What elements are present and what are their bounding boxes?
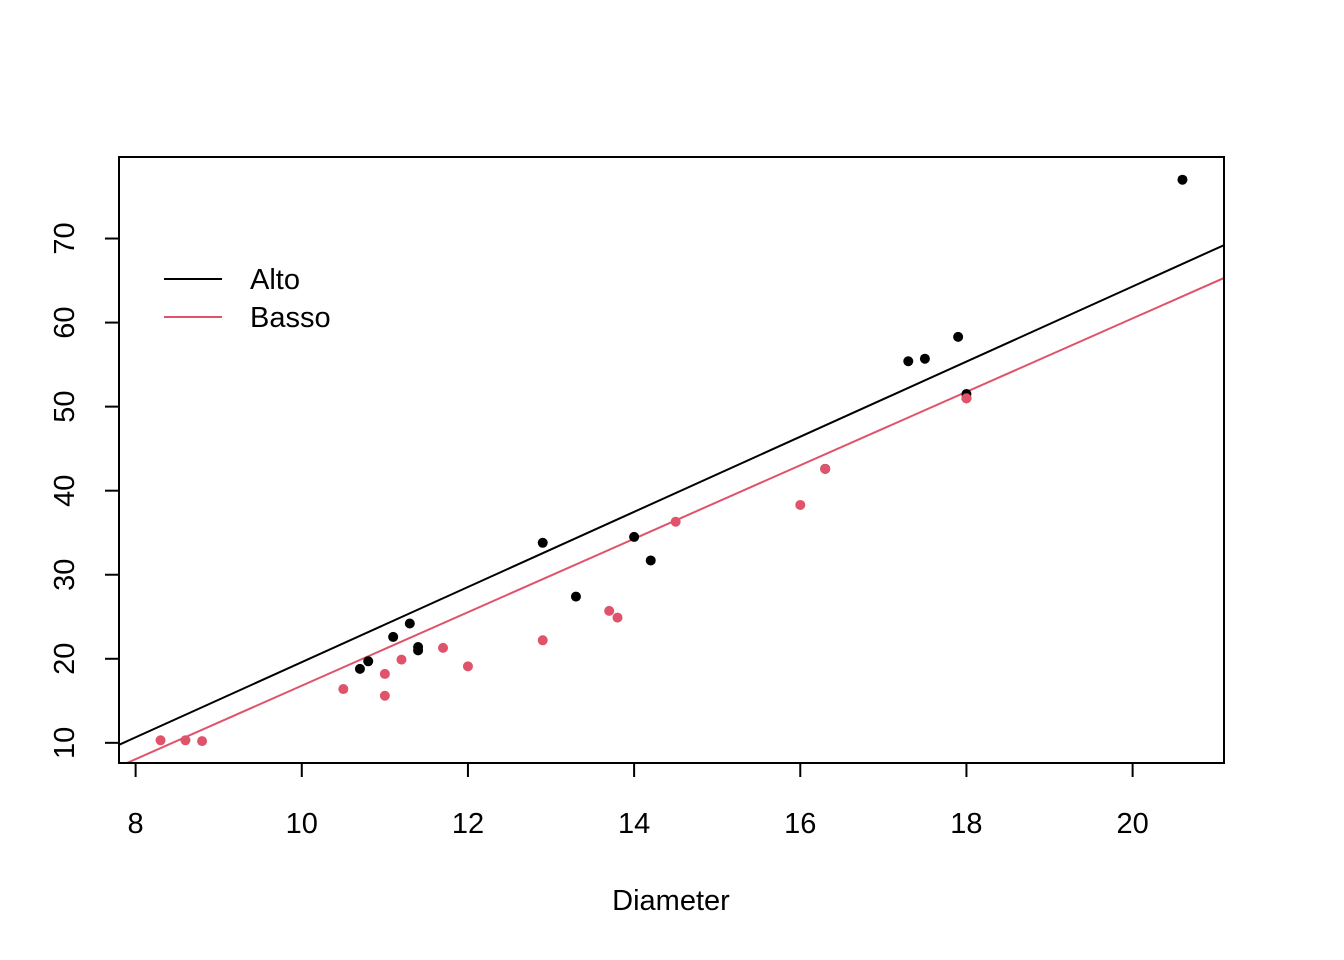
point-basso: [670, 516, 681, 527]
point-basso: [379, 690, 390, 701]
point-alto: [363, 656, 374, 667]
x-tick-label: 16: [784, 808, 816, 840]
point-alto: [953, 331, 964, 342]
point-alto: [570, 591, 581, 602]
plot-area: [118, 156, 1225, 764]
point-basso: [396, 654, 407, 665]
point-alto: [645, 555, 656, 566]
point-basso: [197, 736, 208, 747]
point-basso: [438, 642, 449, 653]
point-basso: [795, 499, 806, 510]
point-basso: [612, 612, 623, 623]
legend-label-basso: Basso: [250, 302, 331, 334]
y-tick-label: 10: [49, 727, 81, 759]
x-tick-label: 10: [286, 808, 318, 840]
legend: Alto Basso: [164, 264, 331, 334]
fit-line-alto: [119, 244, 1224, 746]
y-axis: 10 20 30 40 50 60 70: [49, 222, 120, 759]
point-alto: [388, 631, 399, 642]
y-tick-label: 50: [49, 390, 81, 422]
x-axis: 8 10 12 14 16 18 20: [128, 762, 1149, 840]
x-axis-title: Diameter: [612, 885, 730, 917]
y-tick-label: 30: [49, 559, 81, 591]
x-tick-label: 20: [1116, 808, 1148, 840]
y-tick-label: 20: [49, 643, 81, 675]
x-tick-label: 18: [950, 808, 982, 840]
point-basso: [961, 393, 972, 404]
point-alto: [537, 537, 548, 548]
point-alto: [919, 353, 930, 364]
y-tick-label: 70: [49, 222, 81, 254]
x-tick-label: 12: [452, 808, 484, 840]
point-basso: [155, 735, 166, 746]
point-alto: [413, 642, 424, 653]
point-alto: [903, 356, 914, 367]
point-basso: [537, 635, 548, 646]
point-alto: [354, 663, 365, 674]
x-tick-label: 14: [618, 808, 650, 840]
point-basso: [379, 668, 390, 679]
point-alto: [1177, 174, 1188, 185]
y-tick-label: 40: [49, 475, 81, 507]
point-basso: [180, 735, 191, 746]
y-tick-label: 60: [49, 306, 81, 338]
point-basso: [338, 684, 349, 695]
point-alto: [404, 618, 415, 629]
x-tick-label: 8: [128, 808, 144, 840]
data-points: [155, 174, 1188, 747]
plot-frame: [118, 156, 1225, 764]
point-basso: [820, 463, 831, 474]
point-alto: [629, 531, 640, 542]
legend-label-alto: Alto: [250, 264, 300, 296]
point-basso: [462, 661, 473, 672]
point-basso: [604, 605, 615, 616]
